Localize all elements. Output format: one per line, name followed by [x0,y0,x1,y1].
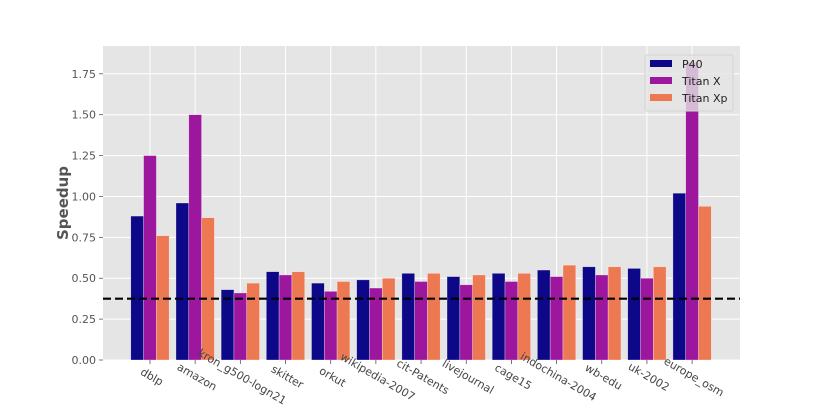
bar-titan-x [640,277,654,361]
legend-label: P40 [682,58,703,71]
y-tick-label: 0.75 [72,231,97,244]
legend: P40 Titan X Titan Xp [644,54,734,112]
bar-titan-xp [698,205,712,361]
bar-titan-xp [291,271,306,361]
bar-p40 [311,282,325,361]
bar-p40 [401,273,415,361]
y-tick-label: 0.50 [72,272,97,285]
bar-titan-xp [427,273,441,361]
bar-titan-xp [336,281,351,361]
bar-titan-x [504,281,519,361]
bar-titan-x [233,292,248,361]
legend-swatch [650,77,672,84]
bar-p40 [491,273,506,361]
bar-titan-xp [607,266,622,361]
y-tick-label: 1.00 [72,190,97,203]
x-tick-label: europe_osm [662,355,727,400]
y-axis-label: Speedup [54,166,72,240]
bar-p40 [356,279,370,361]
bar-p40 [672,192,687,361]
y-tick-label: 1.25 [72,150,97,163]
bar-titan-x [595,274,609,361]
bar-p40 [220,289,235,361]
bar-titan-x [414,281,428,361]
legend-swatch [650,94,672,101]
bar-titan-xp [201,217,215,361]
bar-titan-xp [246,282,260,361]
bar-titan-xp [517,273,531,361]
x-tick-label: dblp [138,365,165,388]
bar-titan-x [549,276,564,361]
bar-titan-xp [653,266,667,361]
bar-titan-x [278,274,293,361]
x-tick-label: orkut [317,364,349,390]
bar-titan-xp [562,264,577,361]
y-tick-label: 0.25 [72,313,97,326]
bar-titan-xp [472,274,486,361]
y-tick-label: 1.50 [72,109,97,122]
legend-label: Titan Xp [681,92,727,105]
bar-titan-x [188,114,202,361]
bar-p40 [175,202,190,361]
y-tick-label: 1.75 [72,68,97,81]
legend-swatch [650,60,672,67]
bar-p40 [446,276,461,361]
y-ticks: 0.00 0.25 0.50 0.75 1.00 1.25 1.50 1.75 [72,68,103,367]
y-tick-label: 0.00 [72,354,97,367]
bar-titan-x [143,155,157,361]
bar-p40 [266,271,280,361]
bar-p40 [582,266,596,361]
bar-titan-x [459,284,473,361]
bar-titan-x [323,291,338,361]
legend-label: Titan X [681,75,721,88]
bar-p40 [130,215,144,361]
bar-titan-xp [381,277,396,361]
bar-p40 [627,268,641,361]
bar-p40 [537,269,551,361]
